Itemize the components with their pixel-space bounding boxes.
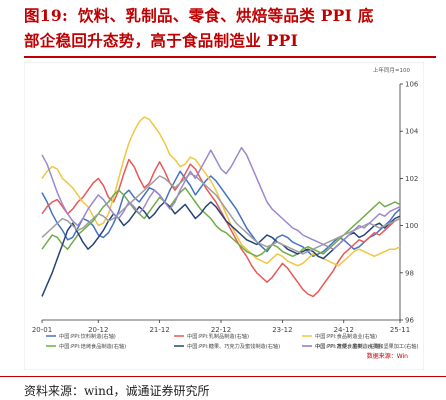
chart-data-source: 数据来源：Win (367, 352, 408, 360)
y-tick-label: 96 (405, 317, 414, 325)
legend-label-2: 中国:PPI:乳制品制造(右轴) (187, 332, 249, 340)
legend-label-5: 中国:PPI:糖果、巧克力及蜜饯制造(右轴) (187, 342, 280, 350)
y-axis-unit-label: 上年同月=100 (373, 66, 411, 74)
series-line-2 (41, 158, 401, 298)
x-tick-label: 23-12 (272, 326, 292, 334)
legend-label-1: 中国:PPI:饮料制造(右轴) (59, 332, 116, 340)
x-tick-label: 20-12 (88, 326, 108, 334)
y-tick-label: 104 (405, 128, 419, 136)
y-tick-label: 98 (405, 269, 414, 277)
legend-label-3: 中国:PPI:食品制造业(右轴) (315, 332, 377, 340)
x-tick-label: 25-11 (390, 326, 410, 334)
legend-label-4: 中国:PPI:焙烤食品制造(右轴) (59, 342, 126, 350)
x-tick-label: 20-01 (32, 326, 52, 334)
series-line-4 (41, 187, 401, 258)
figure-title-line-1: 图19: 饮料、乳制品、零食、烘焙等品类 PPI 底 (24, 3, 434, 28)
series-line-6 (41, 172, 401, 255)
line-chart: 上年同月=100 96 98 100 102 104 106 20-01 20-12 21-12 2… (24, 62, 424, 370)
x-tick-label: 24-12 (334, 326, 354, 334)
y-tick-label: 100 (405, 222, 418, 230)
y-tick-label: 102 (405, 175, 418, 183)
figure-title: 图19: 饮料、乳制品、零食、烘焙等品类 PPI 底 部企稳回升态势，高于食品制造… (24, 3, 434, 53)
figure-title-text-1: 饮料、乳制品、零食、烘焙等品类 PPI 底 (78, 6, 374, 25)
source-note: 资料来源：wind，诚通证券研究所 (24, 384, 210, 398)
source-rule (0, 376, 446, 377)
figure-number: 图19: (24, 6, 68, 25)
x-tick-label: 21-12 (149, 326, 169, 334)
series-line-7 (41, 146, 401, 250)
figure-title-line-2: 部企稳回升态势，高于食品制造业 PPI (24, 31, 299, 50)
x-tick-label: 22-12 (211, 326, 231, 334)
legend-label-7: 中国:PPI:蔬菜、菌类、水果和坚果加工(右轴) (315, 342, 419, 350)
legend-label-6: 中国:PPI:方便食品制造(右轴) (315, 342, 382, 350)
title-rule (24, 56, 436, 58)
y-tick-label: 106 (405, 81, 419, 89)
